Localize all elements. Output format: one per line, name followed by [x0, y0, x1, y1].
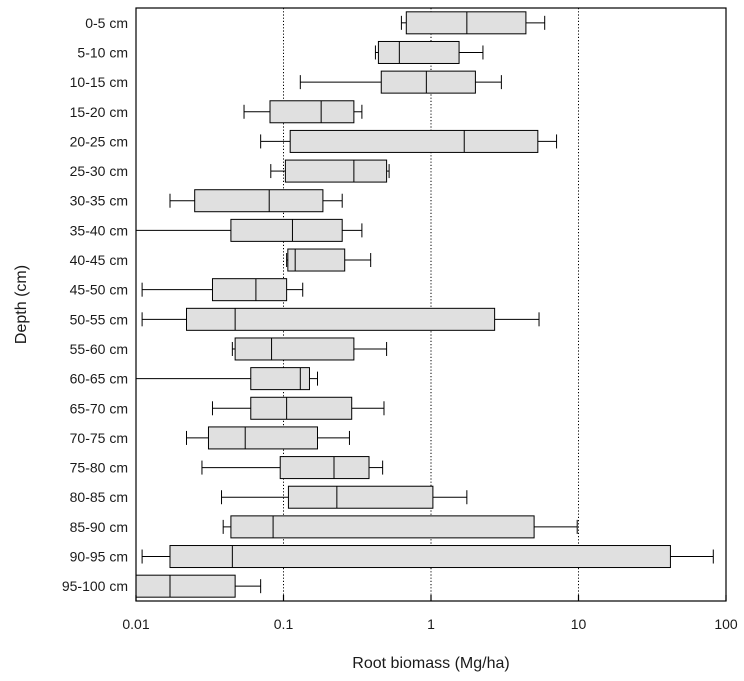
category-label-6: 25-30 cm: [70, 163, 128, 179]
category-label-11: 50-55 cm: [70, 311, 128, 327]
x-tick-label-2: 1: [427, 616, 435, 632]
category-label-15: 70-75 cm: [70, 430, 128, 446]
iqr-box: [377, 40, 460, 64]
iqr-box: [135, 574, 236, 598]
box-20: [135, 574, 262, 598]
box-9: [286, 248, 372, 272]
iqr-box: [284, 159, 388, 183]
iqr-box: [287, 485, 434, 509]
iqr-box: [289, 129, 539, 153]
x-axis-title: Root biomass (Mg/ha): [352, 655, 509, 672]
category-label-3: 10-15 cm: [70, 74, 128, 90]
x-tick-label-3: 10: [571, 616, 587, 632]
category-label-19: 90-95 cm: [70, 549, 128, 565]
x-tick-label-0: 0.01: [122, 616, 149, 632]
box-11: [141, 307, 540, 331]
box-8: [136, 218, 363, 242]
iqr-box: [186, 307, 496, 331]
iqr-box: [207, 426, 318, 450]
category-label-2: 5-10 cm: [77, 44, 128, 60]
box-17: [221, 485, 468, 509]
iqr-box: [405, 11, 527, 35]
iqr-box: [194, 189, 324, 213]
category-label-8: 35-40 cm: [70, 222, 128, 238]
iqr-box: [380, 70, 476, 94]
iqr-box: [234, 337, 355, 361]
category-label-9: 40-45 cm: [70, 252, 128, 268]
iqr-box: [230, 515, 535, 539]
box-5: [260, 129, 558, 153]
box-18: [222, 515, 578, 539]
box-16: [201, 456, 384, 480]
iqr-box: [269, 100, 355, 124]
box-2: [374, 40, 484, 64]
grid-lines: [283, 8, 579, 601]
category-label-12: 55-60 cm: [70, 341, 128, 357]
category-label-18: 85-90 cm: [70, 519, 128, 535]
y-axis-title: Depth (cm): [13, 265, 30, 344]
category-label-16: 75-80 cm: [70, 460, 128, 476]
y-axis-category-labels: 0-5 cm 5-10 cm 10-15 cm 15-20 cm 20-25 cm 25-…: [62, 15, 128, 594]
box-14: [211, 396, 385, 420]
category-label-20: 95-100 cm: [62, 578, 128, 594]
iqr-box: [211, 278, 288, 302]
category-label-14: 65-70 cm: [70, 400, 128, 416]
box-19: [141, 545, 714, 569]
box-13: [136, 367, 318, 391]
category-label-17: 80-85 cm: [70, 489, 128, 505]
category-label-10: 45-50 cm: [70, 282, 128, 298]
iqr-box: [230, 218, 343, 242]
x-tick-label-4: 100: [714, 616, 738, 632]
x-tick-label-1: 0.1: [274, 616, 294, 632]
category-label-4: 15-20 cm: [70, 104, 128, 120]
box-7: [169, 189, 343, 213]
box-4: [243, 100, 363, 124]
box-6: [270, 159, 390, 183]
iqr-box: [169, 545, 671, 569]
box-series: [135, 11, 714, 598]
iqr-box: [250, 367, 310, 391]
iqr-box: [250, 396, 353, 420]
box-12: [231, 337, 388, 361]
category-label-1: 0-5 cm: [85, 15, 128, 31]
plot-frame: [135, 7, 727, 602]
iqr-box: [279, 456, 370, 480]
x-axis-ticks: 0.01 0.1 1 10 100: [122, 595, 738, 632]
category-label-5: 20-25 cm: [70, 133, 128, 149]
box-3: [299, 70, 502, 94]
iqr-box: [287, 248, 346, 272]
box-15: [186, 426, 350, 450]
box-1: [400, 11, 546, 35]
category-label-13: 60-65 cm: [70, 371, 128, 387]
box-10: [141, 278, 304, 302]
category-label-7: 30-35 cm: [70, 193, 128, 209]
